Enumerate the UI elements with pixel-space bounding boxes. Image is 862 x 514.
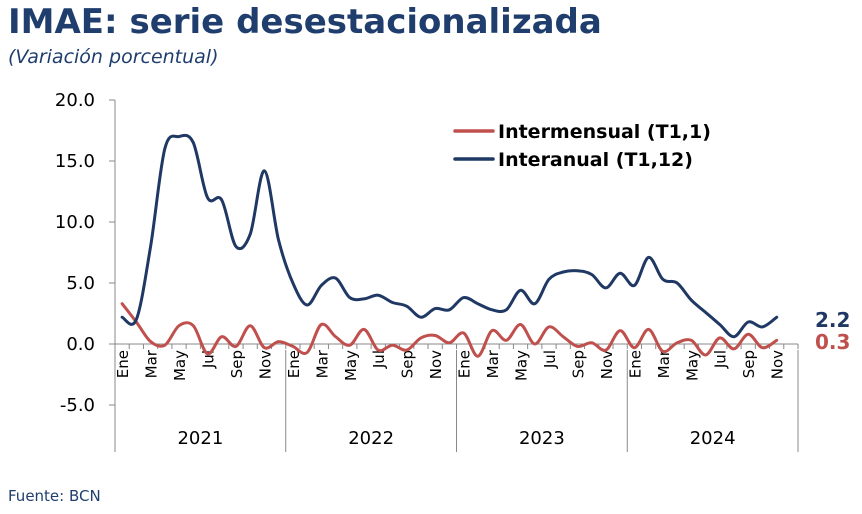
end-label-interanual: 2.2 [815, 308, 850, 332]
x-tick-label: Ene [285, 350, 303, 378]
y-tick-label: 10.0 [55, 212, 95, 233]
x-tick-label: Ene [114, 350, 132, 378]
x-tick-label: Mar [313, 349, 331, 378]
year-label: 2021 [177, 428, 223, 449]
x-tick-label: Ene [456, 350, 474, 378]
y-tick-label: -5.0 [60, 395, 95, 416]
x-tick-label: Ene [626, 350, 644, 378]
year-label: 2022 [348, 428, 394, 449]
y-tick-label: 15.0 [55, 151, 95, 172]
y-tick-label: 20.0 [55, 90, 95, 111]
legend-label-interanual: Interanual (T1,12) [498, 149, 693, 171]
x-tick-label: Mar [655, 349, 673, 378]
year-label: 2023 [519, 428, 565, 449]
x-tick-label: Nov [427, 350, 445, 379]
x-tick-label: Sep [569, 350, 587, 378]
y-tick-label: 5.0 [66, 273, 95, 294]
x-tick-label: Nov [256, 350, 274, 379]
series-line-interanual [120, 133, 779, 339]
x-tick-label: Mar [143, 349, 161, 378]
x-tick-label: May [171, 350, 189, 381]
x-tick-label: Mar [484, 349, 502, 378]
legend-label-intermensual: Intermensual (T1,1) [498, 121, 711, 143]
end-label-intermensual: 0.3 [815, 330, 850, 354]
chart-title: IMAE: serie desestacionalizada [8, 2, 602, 42]
x-tick-label: Sep [399, 350, 417, 378]
x-tick-label: Jul [370, 350, 388, 369]
chart-subtitle: (Variación porcentual) [8, 46, 219, 68]
x-tick-label: May [342, 350, 360, 381]
series-line-intermensual [120, 302, 779, 358]
x-tick-label: Nov [769, 350, 787, 379]
source-note: Fuente: BCN [8, 487, 101, 505]
x-tick-label: May [513, 350, 531, 381]
x-tick-label: Sep [228, 350, 246, 378]
y-tick-label: 0.0 [66, 334, 95, 355]
x-tick-label: Sep [740, 350, 758, 378]
x-tick-label: Jul [199, 350, 217, 369]
x-tick-label: Jul [541, 350, 559, 369]
year-label: 2024 [690, 428, 736, 449]
x-tick-label: Nov [598, 350, 616, 379]
x-tick-label: May [683, 350, 701, 381]
x-tick-label: Jul [712, 350, 730, 369]
